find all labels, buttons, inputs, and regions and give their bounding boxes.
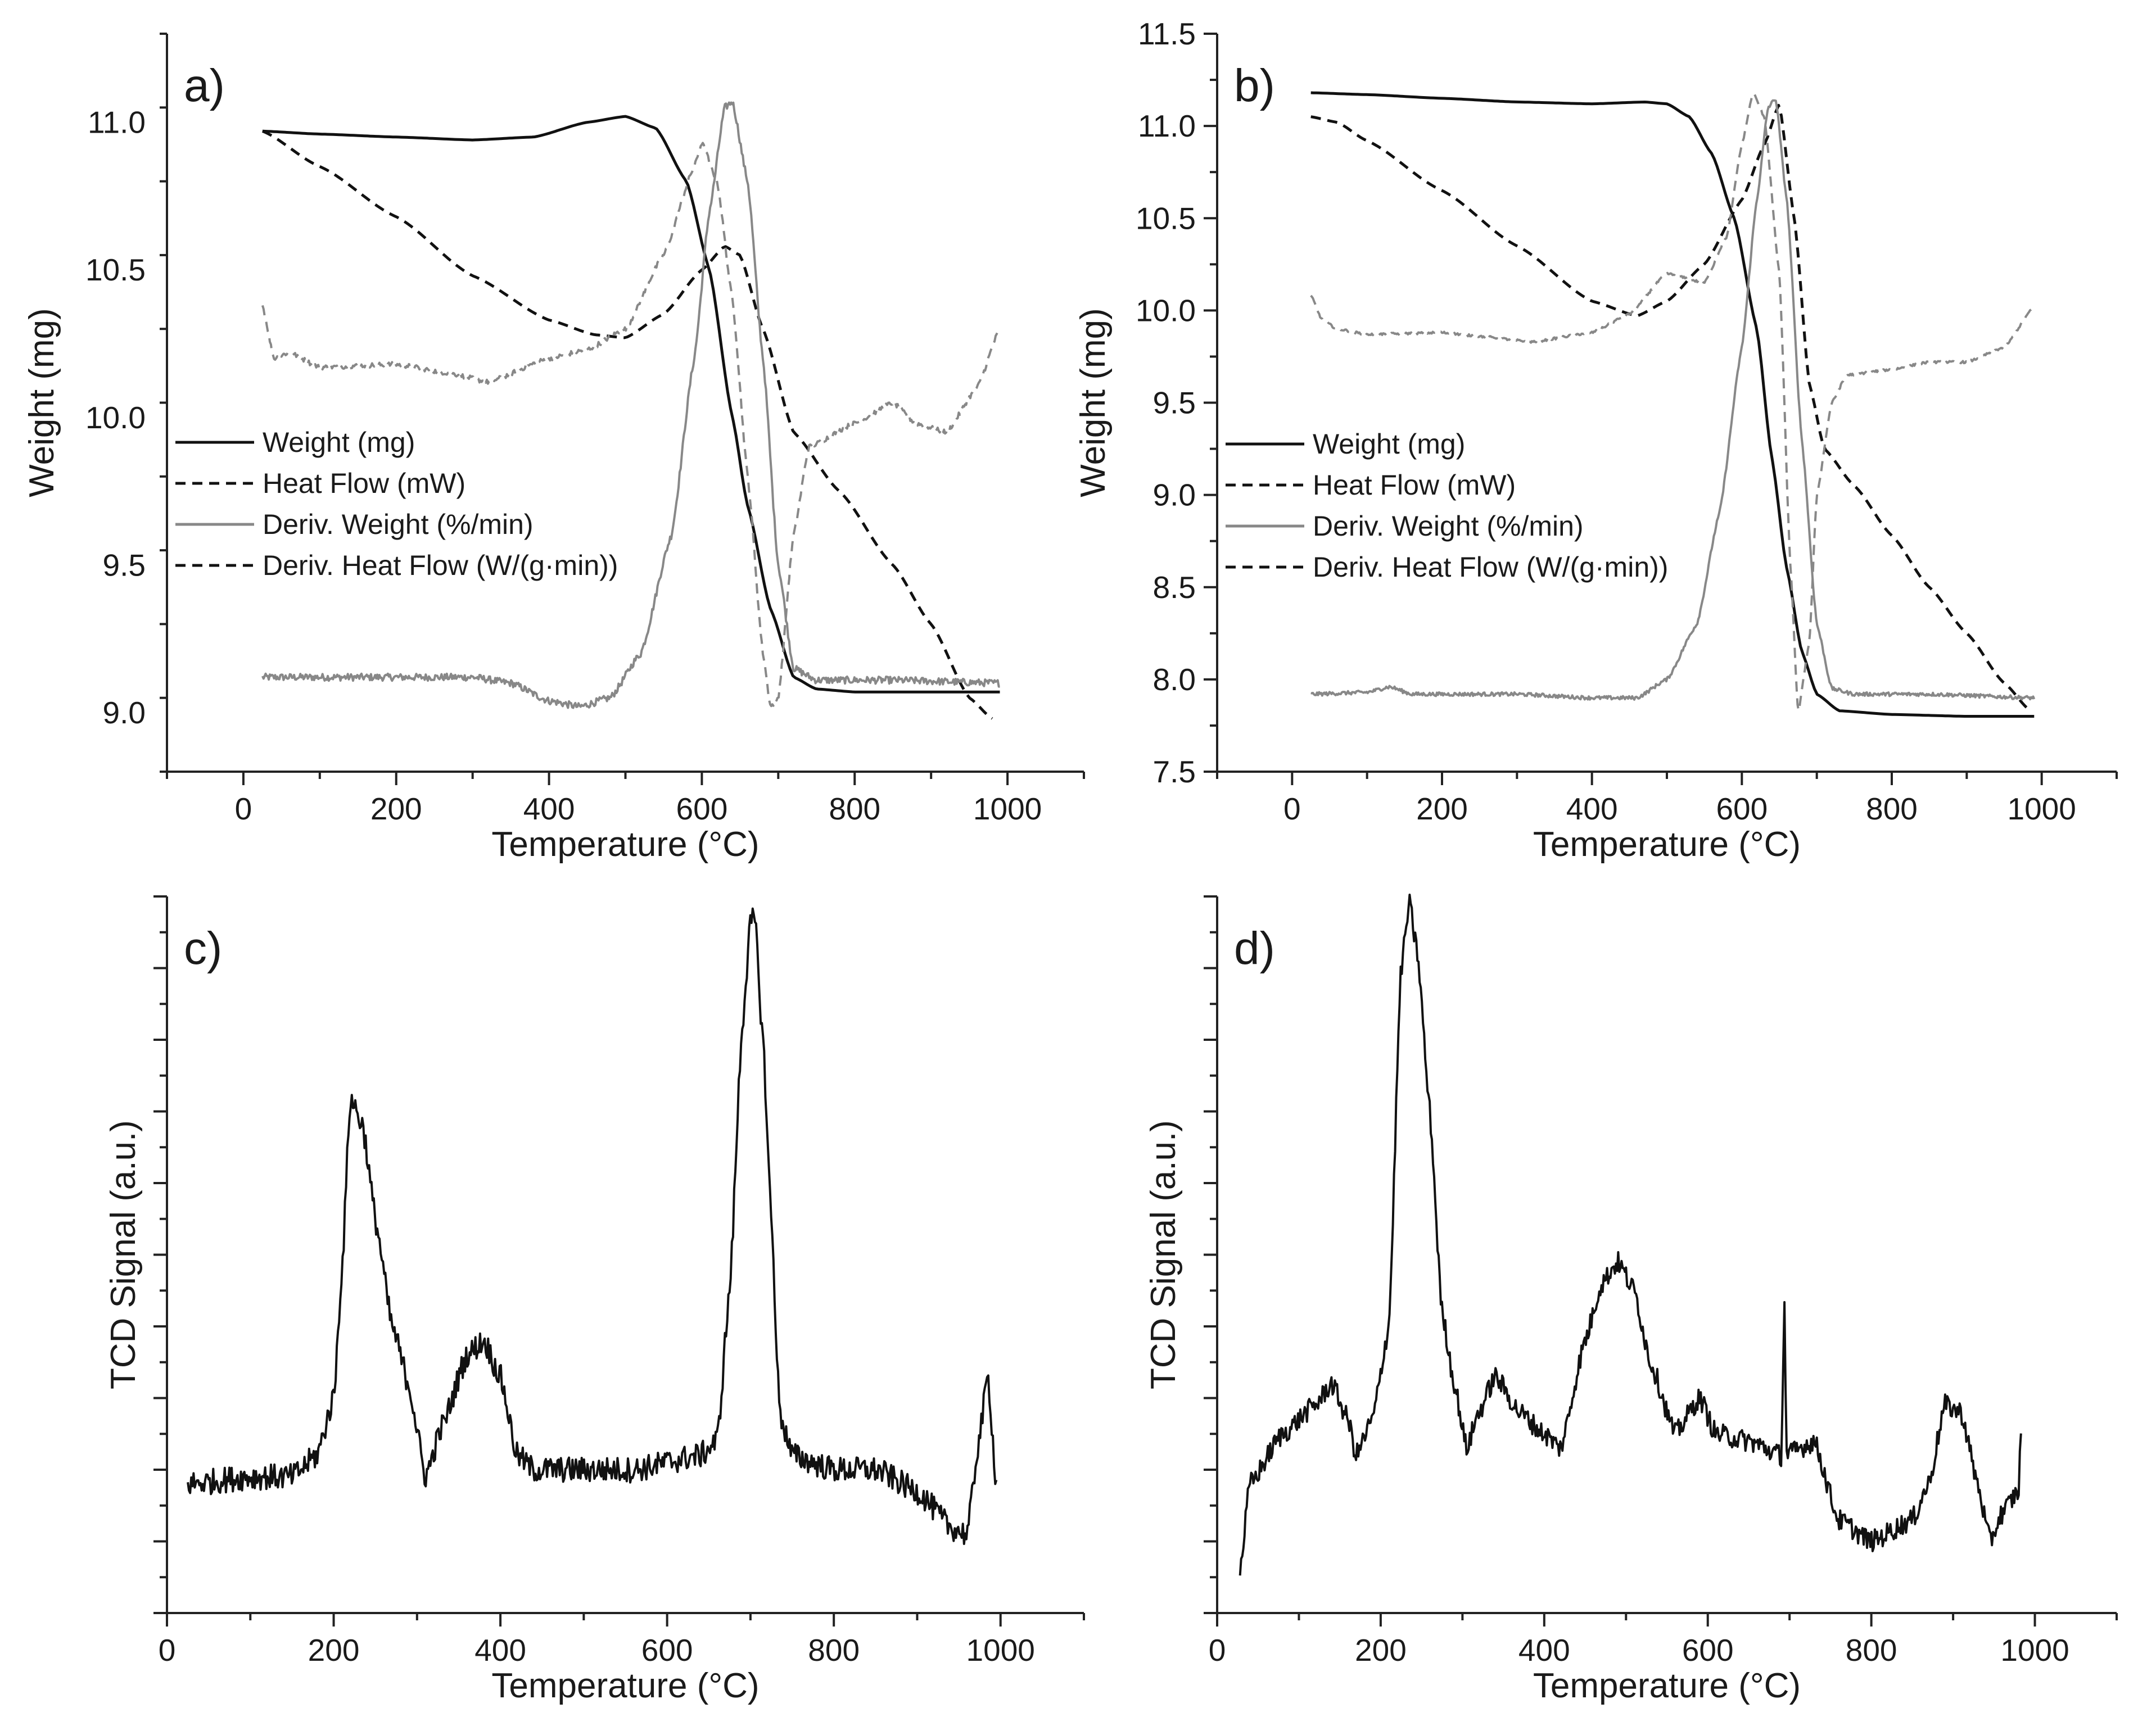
y-tick-label: 10.0 <box>1136 293 1196 328</box>
y-tick-label: 8.5 <box>1153 570 1196 605</box>
legend-label: Heat Flow (mW) <box>1313 469 1516 501</box>
x-tick-label: 200 <box>1416 791 1468 826</box>
deriv-heat-flow-curve <box>1310 92 2035 712</box>
x-tick-label: 400 <box>523 791 575 826</box>
weight-curve <box>1310 91 2035 718</box>
y-axis-title: Weight (mg) <box>1074 308 1113 497</box>
x-tick-label: 600 <box>1716 791 1768 826</box>
x-tick-label: 1000 <box>2007 791 2076 826</box>
x-axis-title: Temperature (°C) <box>491 825 759 864</box>
y-tick-label: 10.5 <box>1136 201 1196 235</box>
y-axis-title: TCD Signal (a.u.) <box>104 1120 143 1389</box>
x-tick-label: 400 <box>1518 1633 1570 1668</box>
x-axis-title: Temperature (°C) <box>1533 1666 1801 1705</box>
y-tick-label: 7.5 <box>1153 754 1196 789</box>
x-tick-label: 0 <box>159 1633 176 1668</box>
y-tick-label: 10.0 <box>85 400 146 435</box>
x-tick-label: 400 <box>1566 791 1618 826</box>
panel-c: 0 200 400 600 800 1000 Temperature (°C) TCD Sig… <box>104 895 1085 1705</box>
tcd-signal-curve <box>1239 894 2022 1576</box>
panel-a: 0 200 400 600 800 1000 9.0 9.5 10.0 10.5 11.0 Tempe… <box>22 33 1085 864</box>
x-tick-label: 600 <box>676 791 728 826</box>
x-tick-label: 1000 <box>2000 1633 2069 1668</box>
panel-b: 0 200 400 600 800 1000 7.5 8.0 8.5 9.0 9.5 10.0 10.5… <box>1074 16 2118 864</box>
panel-d: 0 200 400 600 800 1000 Temperature (°C) TCD Sig… <box>1144 894 2118 1705</box>
x-tick-label: 800 <box>1846 1633 1897 1668</box>
x-tick-label: 600 <box>1682 1633 1734 1668</box>
heat-flow-curve <box>261 130 993 720</box>
x-tick-label: 200 <box>1355 1633 1407 1668</box>
y-tick-label: 9.5 <box>103 547 146 582</box>
deriv-heat-flow-curve <box>261 142 1001 708</box>
weight-curve <box>262 115 1000 694</box>
y-tick-label: 8.0 <box>1153 662 1196 697</box>
legend-label: Deriv. Weight (%/min) <box>1313 510 1584 542</box>
x-axis-title: Temperature (°C) <box>1533 825 1801 864</box>
tcd-signal-curve <box>187 907 998 1545</box>
y-axis-title: Weight (mg) <box>22 308 61 497</box>
x-tick-label: 800 <box>1866 791 1918 826</box>
deriv-weight-curve <box>261 101 1000 709</box>
y-tick-label: 11.5 <box>1138 16 1196 51</box>
x-tick-label: 800 <box>829 791 880 826</box>
panel-label: d) <box>1234 923 1275 974</box>
y-tick-label: 9.0 <box>1153 478 1196 513</box>
x-axis-title: Temperature (°C) <box>491 1666 759 1705</box>
legend-label: Deriv. Heat Flow (W/(g·min)) <box>263 550 618 581</box>
x-tick-label: 200 <box>370 791 422 826</box>
legend-label: Deriv. Weight (%/min) <box>263 509 534 540</box>
deriv-weight-curve <box>1310 99 2036 701</box>
y-axis-title: TCD Signal (a.u.) <box>1144 1120 1183 1389</box>
y-tick-label: 11.0 <box>1138 108 1196 143</box>
panel-label: a) <box>184 60 225 111</box>
panel-label: c) <box>184 923 222 974</box>
y-tick-label: 11.0 <box>88 105 146 140</box>
x-tick-label: 1000 <box>973 791 1042 826</box>
legend-label: Weight (mg) <box>263 427 415 458</box>
x-tick-label: 200 <box>308 1633 360 1668</box>
legend-label: Heat Flow (mW) <box>263 468 465 499</box>
heat-flow-curve <box>1310 103 2032 712</box>
x-tick-label: 600 <box>641 1633 693 1668</box>
x-tick-label: 0 <box>235 791 252 826</box>
y-tick-label: 10.5 <box>85 252 146 287</box>
x-tick-label: 400 <box>474 1633 526 1668</box>
x-tick-label: 800 <box>808 1633 860 1668</box>
y-tick-label: 9.5 <box>1153 386 1196 420</box>
legend-label: Deriv. Heat Flow (W/(g·min)) <box>1313 551 1668 583</box>
panel-label: b) <box>1234 60 1275 111</box>
legend-label: Weight (mg) <box>1313 428 1465 460</box>
x-tick-label: 0 <box>1283 791 1301 826</box>
x-tick-label: 0 <box>1209 1633 1226 1668</box>
y-tick-label: 9.0 <box>103 695 146 730</box>
x-tick-label: 1000 <box>966 1633 1035 1668</box>
